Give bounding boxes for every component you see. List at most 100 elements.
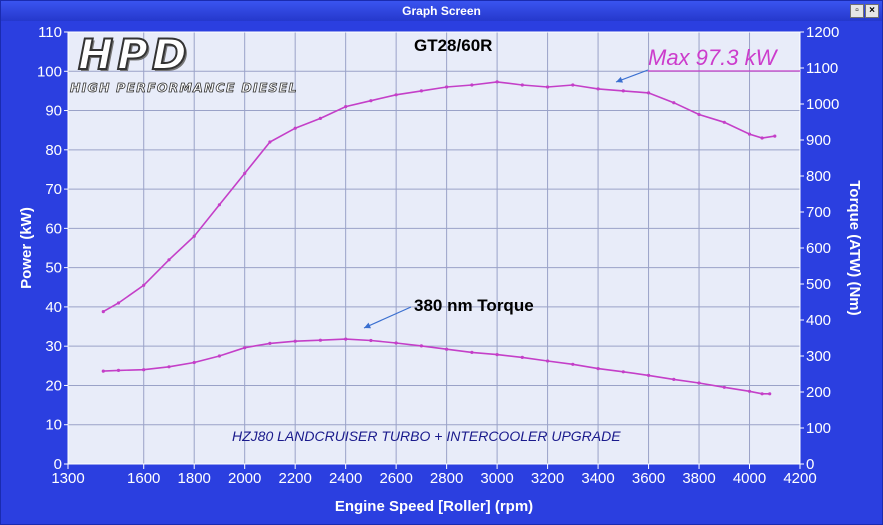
data-point-torque (394, 341, 398, 345)
data-point-torque (621, 370, 625, 374)
y2-tick-label: 0 (806, 456, 814, 473)
x-tick-label: 4200 (783, 470, 816, 487)
x-tick-label: 2400 (329, 470, 362, 487)
y-tick-label: 100 (37, 63, 62, 80)
y-tick-label: 80 (45, 142, 62, 159)
data-point-torque (760, 392, 764, 396)
data-point-torque (293, 339, 297, 343)
data-point-torque (142, 368, 146, 372)
data-point-torque (672, 377, 676, 381)
y2-tick-label: 800 (806, 168, 831, 185)
x-tick-label: 4000 (733, 470, 766, 487)
data-point-power (243, 171, 247, 175)
data-point-torque (268, 341, 272, 345)
data-point-power (470, 83, 474, 87)
data-point-torque (318, 338, 322, 342)
data-point-power (217, 203, 221, 207)
data-point-power (722, 120, 726, 124)
x-tick-label: 3600 (632, 470, 665, 487)
torque-label: 380 nm Torque (414, 296, 534, 315)
y2-tick-label: 400 (806, 312, 831, 329)
y-tick-label: 30 (45, 338, 62, 355)
turbo-model-label: GT28/60R (414, 36, 493, 55)
title-bar: Graph Screen ▫ × (1, 1, 882, 21)
data-point-torque (768, 392, 772, 396)
data-point-power (621, 89, 625, 93)
data-point-torque (116, 368, 121, 372)
y2-axis-label: Torque (ATW) (Nm) (846, 180, 863, 315)
y-tick-label: 40 (45, 299, 62, 316)
x-tick-label: 1800 (178, 470, 211, 487)
data-point-power (293, 126, 297, 130)
y2-tick-label: 1000 (806, 96, 839, 113)
data-point-power (596, 87, 600, 91)
data-point-torque (101, 369, 105, 373)
hpd-logo: HPD HIGH PERFORMANCE DIESEL (70, 29, 320, 102)
data-point-torque (192, 360, 196, 365)
x-tick-label: 2000 (228, 470, 261, 487)
x-tick-label: 3800 (682, 470, 715, 487)
data-point-power (192, 234, 196, 238)
y-axis-label: Power (kW) (18, 207, 35, 289)
y2-tick-label: 200 (806, 384, 831, 401)
close-button[interactable]: × (865, 4, 879, 18)
data-point-power (116, 301, 121, 305)
y2-tick-label: 300 (806, 348, 831, 365)
y2-tick-label: 1100 (806, 60, 838, 77)
data-point-torque (596, 367, 600, 371)
data-point-power (571, 83, 575, 87)
data-point-power (697, 112, 701, 117)
y-tick-label: 10 (45, 417, 62, 434)
y-tick-label: 20 (45, 377, 62, 394)
series-group (101, 80, 777, 396)
x-tick-label: 2200 (278, 470, 311, 487)
data-point-torque (369, 338, 373, 343)
data-point-torque (167, 365, 171, 369)
y2-tick-label: 600 (806, 240, 831, 257)
y2-tick-label: 1200 (806, 24, 839, 41)
restore-button[interactable]: ▫ (850, 4, 864, 18)
data-point-torque (344, 337, 348, 341)
data-point-power (369, 99, 373, 103)
x-tick-label: 3000 (480, 470, 513, 487)
data-point-torque (217, 354, 221, 358)
axis-ticks: 1300 1600 1800 2000 2200 2400 2600 2800 3000 3200… (37, 24, 839, 487)
data-point-power (101, 310, 105, 314)
data-point-torque (747, 389, 752, 393)
x-axis-label: Engine Speed [Roller] (rpm) (335, 498, 533, 515)
y2-tick-label: 900 (806, 132, 831, 149)
x-tick-label: 2600 (379, 470, 412, 487)
x-tick-label: 1300 (51, 470, 84, 487)
data-point-torque (546, 359, 550, 363)
data-point-power (344, 105, 348, 109)
data-point-torque (470, 350, 474, 354)
y2-tick-label: 700 (806, 204, 831, 221)
y-tick-label: 90 (45, 103, 62, 120)
x-tick-label: 3400 (581, 470, 614, 487)
data-point-power (167, 258, 171, 262)
torque-arrow (363, 306, 412, 329)
y-tick-label: 50 (45, 260, 62, 277)
data-point-torque (647, 373, 651, 377)
data-point-torque (520, 355, 524, 359)
x-tick-label: 3200 (531, 470, 564, 487)
torque-arrow-head (364, 322, 371, 329)
x-tick-label: 1600 (127, 470, 160, 487)
data-point-torque (697, 381, 701, 385)
window-title: Graph Screen (402, 4, 481, 18)
data-point-power (445, 85, 449, 89)
max-arrow-head (616, 76, 623, 83)
data-point-torque (495, 353, 499, 357)
data-point-torque (445, 347, 449, 351)
data-point-power (672, 101, 676, 105)
logo-sub-text: HIGH PERFORMANCE DIESEL (70, 80, 298, 96)
vehicle-label: HZJ80 LANDCRUISER TURBO + INTERCOOLER UP… (232, 428, 621, 444)
y2-tick-label: 100 (806, 420, 831, 437)
data-point-torque (419, 344, 423, 348)
data-point-power (394, 93, 398, 97)
y-tick-label: 110 (38, 24, 62, 41)
data-point-power (318, 116, 322, 120)
logo-main-text: HPD (77, 29, 191, 80)
max-power-label: Max 97.3 kW (648, 45, 777, 70)
